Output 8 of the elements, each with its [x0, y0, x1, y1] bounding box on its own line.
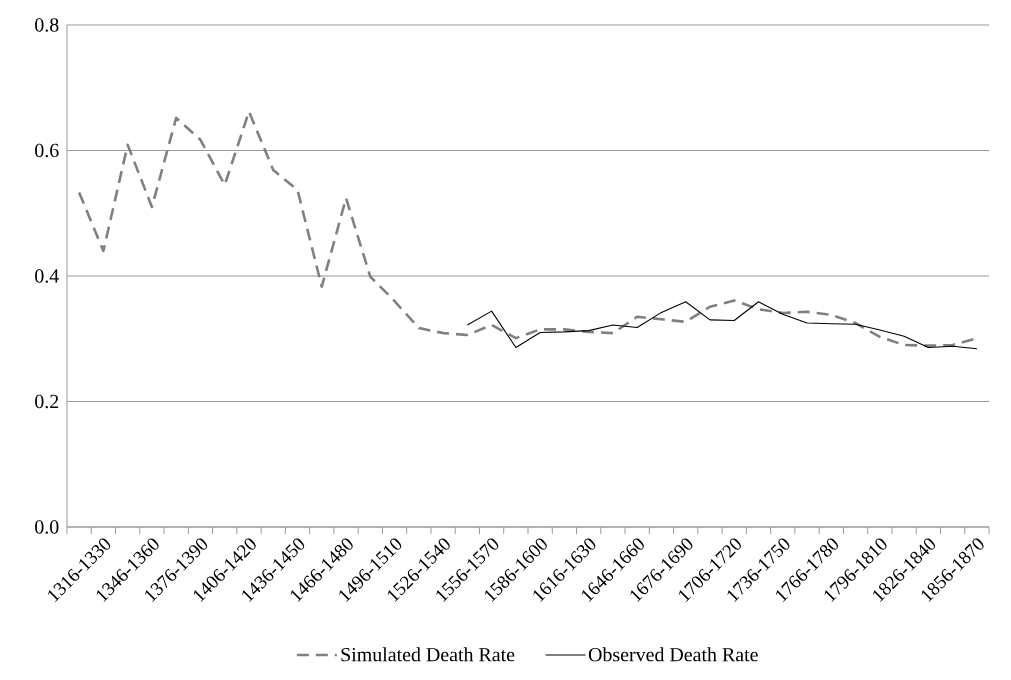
y-tick-label: 0.6 — [35, 143, 59, 158]
y-tick-label: 0.0 — [35, 520, 59, 534]
y-tick-label: 0.2 — [35, 394, 59, 409]
y-tick-label: 0.4 — [35, 269, 59, 283]
legend-label: Simulated Death Rate — [341, 647, 515, 662]
y-tick-label: 0.8 — [35, 18, 59, 32]
legend-label: Observed Death Rate — [588, 647, 758, 662]
line-series — [466, 301, 978, 350]
